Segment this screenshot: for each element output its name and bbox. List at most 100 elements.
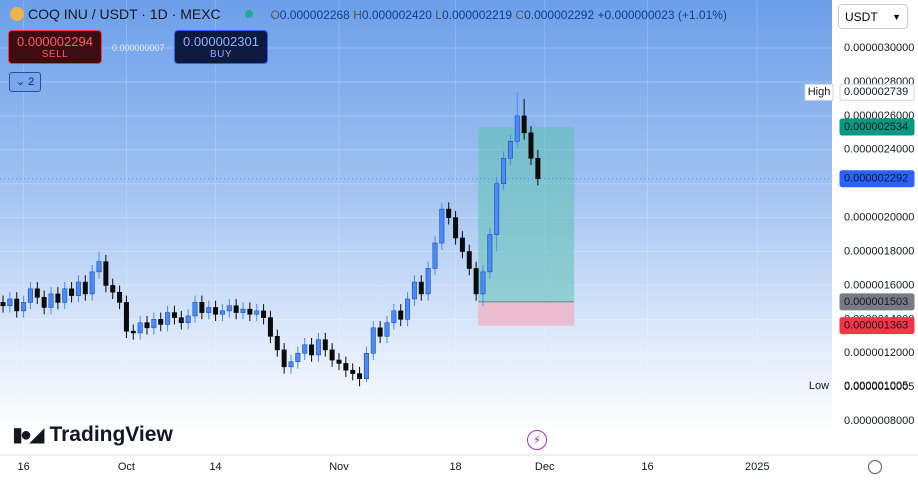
indicator-count: 2 [28,76,35,88]
status-dot [244,10,253,18]
watermark: ▮●◢ TradingView [12,423,173,446]
symbol-icon [10,7,24,21]
candle-body [254,310,260,315]
x-tick-label: Oct [118,461,135,473]
candle-body [75,281,81,296]
price-name: Low [809,380,829,392]
candle-body [82,281,88,295]
candle-body [315,339,321,356]
candle-body [377,327,383,337]
candle-body [309,344,315,356]
spread: 0.000000007 [112,43,165,53]
price-label: 0.000002534 [844,121,908,133]
y-tick-label: 0.0000018000 [844,245,914,257]
candle-body [446,208,452,218]
candle-body [110,285,116,293]
candle-body [123,302,129,332]
candle-body [34,288,40,298]
settings-icon[interactable] [868,460,882,474]
candle-body [48,293,54,308]
candle-body [453,217,459,239]
candle-body [55,293,61,303]
buy-price: 0.000002301 [183,34,259,49]
candle-body [247,308,253,315]
candle-body [302,344,308,354]
price-label: 0.000001503 [844,296,908,308]
candle-body [151,319,157,329]
y-tick-label: 0.0000024000 [844,144,914,156]
price-label-box [839,317,915,335]
candle-body [103,261,109,286]
candle-body [14,298,20,312]
candle-body [357,373,363,379]
candle-body [274,336,280,351]
candle-body [240,308,246,313]
candle-body [363,352,369,379]
price-label: 0.000002292 [844,173,908,185]
chart-title: COQ INU / USDT · 1D · MEXC [28,6,221,22]
candle-body [466,251,472,269]
candle-body [199,302,205,313]
candle-body [384,322,390,337]
candle-body [329,349,335,361]
price-label-box [839,293,915,311]
ohlc-value: 0.000002219 [441,8,513,22]
buy-label: BUY [209,49,233,60]
candle-body [213,307,219,315]
price-name-box [804,83,834,101]
candle-body [117,291,123,303]
ohlc-value: 0.000002268 [279,8,350,22]
candle-body [219,310,225,315]
candle-body [89,271,95,295]
candle-body [295,352,301,363]
candle-body [96,261,102,273]
candle-body [343,363,349,371]
candle-body [171,312,177,318]
sell-button[interactable]: 0.000002294 SELL [8,30,102,64]
sell-price: 0.000002294 [17,34,93,49]
price-label-box [839,170,915,188]
candle-body [0,302,6,307]
ohlc-key: L [435,8,442,22]
sell-label: SELL [41,49,69,60]
y-tick-label: 0.0000010005 [844,381,914,393]
plot-background [0,0,832,455]
price-label: 0.000001363 [844,320,908,332]
x-tick-label: 2025 [745,461,769,473]
candle-body [21,302,27,312]
candle-body [432,242,438,269]
candle-body [62,288,68,303]
candle-body [501,157,507,184]
ohlc-value: 0.000002420 [361,8,432,22]
candle-body [439,208,445,244]
candle-body [261,310,267,318]
candle-body [178,317,184,324]
candle-body [267,317,273,337]
candle-body [158,319,164,325]
price-name: High [808,86,831,98]
event-icon[interactable]: ⚡ [527,430,547,450]
candle-body [336,359,342,364]
candle-body [398,310,404,320]
candle-body [480,271,486,295]
y-tick-label: 0.0000016000 [844,279,914,291]
x-tick-label: 14 [209,461,221,473]
currency-select[interactable]: USDT ▼ [838,4,908,29]
ohlc-key: O [270,8,280,22]
currency: USDT [845,10,878,24]
candle-body [528,132,534,159]
candle-body [288,361,294,368]
ohlc-change: +0.000000023 (+1.01%) [597,8,727,22]
candle-body [144,322,150,329]
indicator-toggle[interactable]: ⌄ 2 [9,72,41,92]
buy-button[interactable]: 0.000002301 BUY [174,30,268,64]
candle-body [137,322,143,334]
price-label-box [839,83,915,101]
candle-body [41,297,47,308]
candle-body [165,312,171,325]
candle-body [281,349,287,368]
x-tick-label: 16 [17,461,29,473]
candle-body [27,288,33,303]
